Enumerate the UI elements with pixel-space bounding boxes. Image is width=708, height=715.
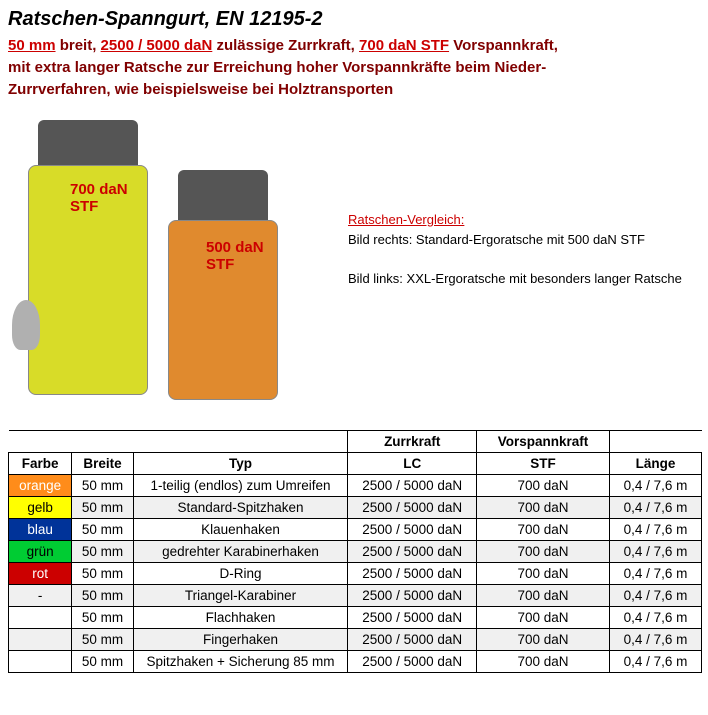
cell-lc: 2500 / 5000 daN [348,541,477,563]
cell-stf: 700 daN [477,497,610,519]
subtitle-line3: Zurrverfahren, wie beispielsweise bei Ho… [8,81,393,98]
comparison-line2: Bild links: XXL-Ergoratsche mit besonder… [348,271,682,286]
cell-breite: 50 mm [72,629,133,651]
cell-laenge: 0,4 / 7,6 m [609,541,701,563]
table-body: orange50 mm1-teilig (endlos) zum Umreife… [9,475,702,673]
table-row: gelb50 mmStandard-Spitzhaken2500 / 5000 … [9,497,702,519]
comparison-line1: Bild rechts: Standard-Ergoratsche mit 50… [348,232,645,247]
cell-farbe [9,651,72,673]
subtitle-force: 2500 / 5000 daN [101,37,213,54]
cell-lc: 2500 / 5000 daN [348,585,477,607]
cell-laenge: 0,4 / 7,6 m [609,497,701,519]
cell-typ: 1-teilig (endlos) zum Umreifen [133,475,348,497]
cell-lc: 2500 / 5000 daN [348,519,477,541]
table-row: 50 mmSpitzhaken + Sicherung 85 mm2500 / … [9,651,702,673]
cell-typ: Klauenhaken [133,519,348,541]
table-header: Farbe Breite Typ LC STF Länge [9,453,702,475]
cell-laenge: 0,4 / 7,6 m [609,651,701,673]
cell-typ: Triangel-Karabiner [133,585,348,607]
table-row: grün50 mmgedrehter Karabinerhaken2500 / … [9,541,702,563]
cell-stf: 700 daN [477,629,610,651]
cell-typ: gedrehter Karabinerhaken [133,541,348,563]
cell-typ: Fingerhaken [133,629,348,651]
cell-stf: 700 daN [477,519,610,541]
subtitle-t3: Vorspannkraft, [449,37,558,54]
cell-stf: 700 daN [477,585,610,607]
cell-farbe: grün [9,541,72,563]
th-lc: LC [348,453,477,475]
cell-lc: 2500 / 5000 daN [348,607,477,629]
table-header-top: Zurrkraft Vorspannkraft [9,431,702,453]
th-vorspannkraft: Vorspannkraft [477,431,610,453]
product-illustration: 700 daNSTF 500 daNSTF [8,110,308,410]
cell-stf: 700 daN [477,541,610,563]
cell-stf: 700 daN [477,563,610,585]
th-zurrkraft: Zurrkraft [348,431,477,453]
cell-breite: 50 mm [72,563,133,585]
subtitle-t1: breit, [56,37,101,54]
cell-breite: 50 mm [72,585,133,607]
table-row: orange50 mm1-teilig (endlos) zum Umreife… [9,475,702,497]
cell-typ: Flachhaken [133,607,348,629]
cell-lc: 2500 / 5000 daN [348,475,477,497]
cell-stf: 700 daN [477,607,610,629]
table-row: -50 mmTriangel-Karabiner2500 / 5000 daN7… [9,585,702,607]
cell-typ: Standard-Spitzhaken [133,497,348,519]
cell-farbe: rot [9,563,72,585]
cell-farbe [9,629,72,651]
cell-laenge: 0,4 / 7,6 m [609,607,701,629]
table-row: 50 mmFingerhaken2500 / 5000 daN700 daN0,… [9,629,702,651]
subtitle-width: 50 mm [8,37,56,54]
cell-breite: 50 mm [72,651,133,673]
cell-stf: 700 daN [477,651,610,673]
spec-table: Zurrkraft Vorspannkraft Farbe Breite Typ… [8,430,702,673]
product-image-row: 700 daNSTF 500 daNSTF Ratschen-Vergleich… [8,110,700,420]
th-stf: STF [477,453,610,475]
table-row: 50 mmFlachhaken2500 / 5000 daN700 daN0,4… [9,607,702,629]
cell-breite: 50 mm [72,607,133,629]
subtitle-t2: zulässige Zurrkraft, [212,37,359,54]
cell-stf: 700 daN [477,475,610,497]
cell-farbe: blau [9,519,72,541]
th-farbe: Farbe [9,453,72,475]
subtitle-stf: 700 daN STF [359,37,449,54]
cell-farbe: gelb [9,497,72,519]
th-breite: Breite [72,453,133,475]
subtitle-line2: mit extra langer Ratsche zur Erreichung … [8,59,546,76]
cell-breite: 50 mm [72,519,133,541]
table-row: rot50 mmD-Ring2500 / 5000 daN700 daN0,4 … [9,563,702,585]
hook-icon [12,300,40,350]
th-laenge: Länge [609,453,701,475]
cell-farbe: - [9,585,72,607]
comparison-text: Ratschen-Vergleich: Bild rechts: Standar… [348,210,682,288]
cell-lc: 2500 / 5000 daN [348,563,477,585]
cell-lc: 2500 / 5000 daN [348,497,477,519]
cell-laenge: 0,4 / 7,6 m [609,629,701,651]
cell-lc: 2500 / 5000 daN [348,651,477,673]
cell-farbe: orange [9,475,72,497]
comparison-heading: Ratschen-Vergleich: [348,212,464,227]
cell-laenge: 0,4 / 7,6 m [609,475,701,497]
cell-lc: 2500 / 5000 daN [348,629,477,651]
cell-typ: D-Ring [133,563,348,585]
table-row: blau50 mmKlauenhaken2500 / 5000 daN700 d… [9,519,702,541]
stf-label-700: 700 daNSTF [70,182,128,215]
page-title: Ratschen-Spanngurt, EN 12195-2 [8,8,700,31]
cell-breite: 50 mm [72,541,133,563]
cell-typ: Spitzhaken + Sicherung 85 mm [133,651,348,673]
cell-laenge: 0,4 / 7,6 m [609,519,701,541]
subtitle: 50 mm breit, 2500 / 5000 daN zulässige Z… [8,35,700,100]
th-typ: Typ [133,453,348,475]
cell-breite: 50 mm [72,497,133,519]
cell-laenge: 0,4 / 7,6 m [609,563,701,585]
cell-breite: 50 mm [72,475,133,497]
cell-laenge: 0,4 / 7,6 m [609,585,701,607]
stf-label-500: 500 daNSTF [206,240,264,273]
cell-farbe [9,607,72,629]
